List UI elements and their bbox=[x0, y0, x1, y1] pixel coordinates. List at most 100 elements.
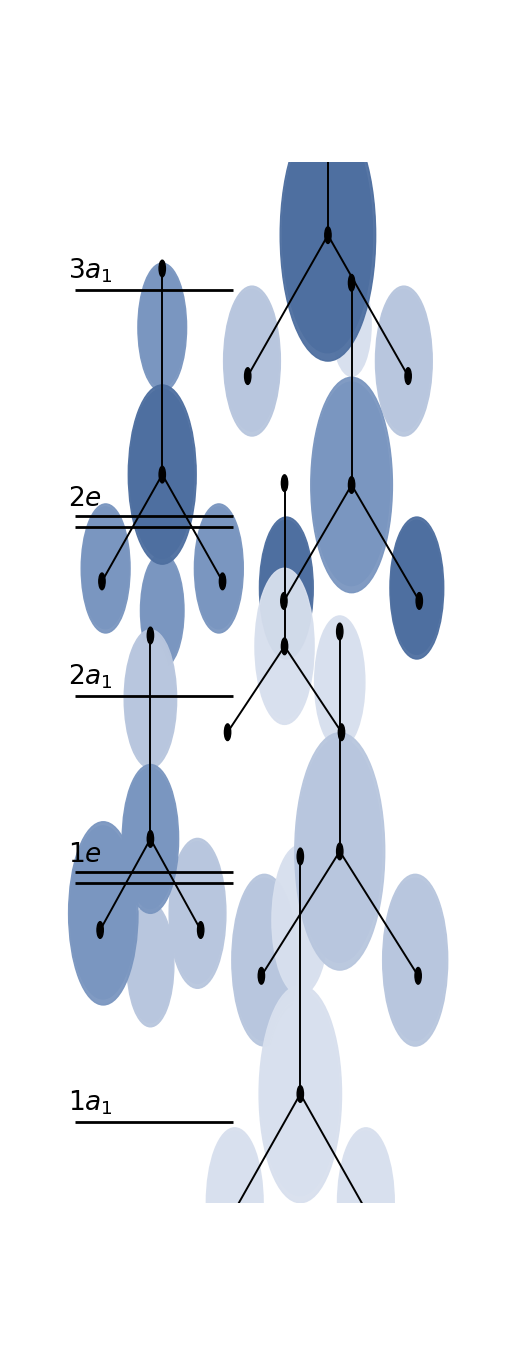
Ellipse shape bbox=[396, 533, 435, 635]
Ellipse shape bbox=[149, 575, 173, 638]
Ellipse shape bbox=[247, 914, 275, 990]
Ellipse shape bbox=[328, 819, 337, 845]
Ellipse shape bbox=[237, 320, 262, 387]
Ellipse shape bbox=[261, 521, 312, 654]
Ellipse shape bbox=[134, 795, 162, 869]
Ellipse shape bbox=[240, 330, 256, 372]
Ellipse shape bbox=[305, 760, 370, 932]
Ellipse shape bbox=[148, 289, 172, 354]
Ellipse shape bbox=[323, 808, 344, 861]
Ellipse shape bbox=[324, 638, 354, 717]
Ellipse shape bbox=[327, 648, 348, 702]
Ellipse shape bbox=[73, 834, 131, 987]
Ellipse shape bbox=[316, 392, 384, 572]
Ellipse shape bbox=[322, 407, 376, 550]
Ellipse shape bbox=[332, 660, 342, 684]
Ellipse shape bbox=[259, 986, 342, 1203]
Ellipse shape bbox=[256, 937, 263, 956]
Ellipse shape bbox=[276, 562, 289, 594]
Ellipse shape bbox=[133, 397, 189, 546]
Ellipse shape bbox=[257, 572, 312, 719]
Text: $1a_1$: $1a_1$ bbox=[68, 1088, 112, 1117]
Ellipse shape bbox=[333, 437, 360, 508]
Circle shape bbox=[197, 922, 204, 938]
Ellipse shape bbox=[150, 442, 165, 481]
Ellipse shape bbox=[142, 556, 183, 664]
Ellipse shape bbox=[203, 527, 231, 599]
Ellipse shape bbox=[88, 872, 110, 933]
Ellipse shape bbox=[147, 287, 174, 358]
Ellipse shape bbox=[151, 299, 167, 341]
Ellipse shape bbox=[260, 516, 313, 658]
Ellipse shape bbox=[289, 1064, 298, 1088]
Ellipse shape bbox=[289, 890, 304, 932]
Ellipse shape bbox=[379, 296, 427, 422]
Ellipse shape bbox=[81, 854, 120, 957]
Ellipse shape bbox=[333, 664, 338, 679]
Ellipse shape bbox=[303, 0, 350, 104]
Ellipse shape bbox=[406, 937, 414, 956]
Ellipse shape bbox=[137, 410, 183, 529]
Ellipse shape bbox=[124, 630, 177, 768]
Ellipse shape bbox=[127, 777, 171, 894]
Ellipse shape bbox=[317, 18, 330, 53]
Ellipse shape bbox=[150, 295, 169, 345]
Ellipse shape bbox=[86, 515, 124, 617]
Ellipse shape bbox=[391, 521, 442, 654]
Ellipse shape bbox=[295, 149, 354, 303]
Ellipse shape bbox=[235, 882, 293, 1034]
Ellipse shape bbox=[378, 293, 429, 426]
Ellipse shape bbox=[176, 856, 217, 964]
Ellipse shape bbox=[183, 876, 206, 934]
Ellipse shape bbox=[140, 418, 178, 518]
Ellipse shape bbox=[251, 925, 269, 973]
Ellipse shape bbox=[132, 652, 164, 737]
Ellipse shape bbox=[317, 207, 323, 220]
Ellipse shape bbox=[135, 926, 161, 994]
Ellipse shape bbox=[238, 890, 289, 1023]
Ellipse shape bbox=[321, 803, 347, 869]
Ellipse shape bbox=[270, 546, 297, 617]
Ellipse shape bbox=[87, 519, 122, 612]
Ellipse shape bbox=[245, 345, 249, 353]
Ellipse shape bbox=[400, 544, 430, 622]
Ellipse shape bbox=[210, 1138, 258, 1263]
Ellipse shape bbox=[294, 903, 297, 911]
Ellipse shape bbox=[127, 635, 173, 758]
Ellipse shape bbox=[280, 1040, 312, 1125]
Ellipse shape bbox=[213, 1145, 254, 1253]
Ellipse shape bbox=[343, 1141, 387, 1259]
Ellipse shape bbox=[126, 775, 173, 899]
Ellipse shape bbox=[275, 622, 285, 648]
Ellipse shape bbox=[349, 1159, 378, 1233]
Ellipse shape bbox=[134, 922, 163, 998]
Ellipse shape bbox=[398, 345, 401, 353]
Text: $3a_1$: $3a_1$ bbox=[68, 257, 112, 285]
Ellipse shape bbox=[205, 530, 229, 595]
Ellipse shape bbox=[404, 929, 418, 967]
Ellipse shape bbox=[278, 629, 281, 637]
Ellipse shape bbox=[130, 645, 168, 745]
Ellipse shape bbox=[141, 940, 154, 973]
Ellipse shape bbox=[316, 619, 363, 745]
Ellipse shape bbox=[338, 450, 352, 487]
Ellipse shape bbox=[297, 738, 382, 963]
Circle shape bbox=[99, 573, 105, 589]
Ellipse shape bbox=[197, 512, 239, 621]
Ellipse shape bbox=[242, 334, 254, 368]
Ellipse shape bbox=[270, 1015, 325, 1160]
Ellipse shape bbox=[344, 304, 354, 333]
Ellipse shape bbox=[341, 456, 350, 480]
Ellipse shape bbox=[79, 850, 122, 963]
Ellipse shape bbox=[334, 668, 337, 675]
Ellipse shape bbox=[243, 338, 252, 362]
Circle shape bbox=[219, 573, 225, 589]
Ellipse shape bbox=[212, 552, 218, 565]
Ellipse shape bbox=[185, 879, 204, 929]
Ellipse shape bbox=[377, 289, 431, 431]
Ellipse shape bbox=[272, 845, 329, 995]
Ellipse shape bbox=[152, 446, 163, 476]
Ellipse shape bbox=[215, 1152, 250, 1244]
Circle shape bbox=[159, 466, 165, 483]
Ellipse shape bbox=[272, 615, 289, 658]
